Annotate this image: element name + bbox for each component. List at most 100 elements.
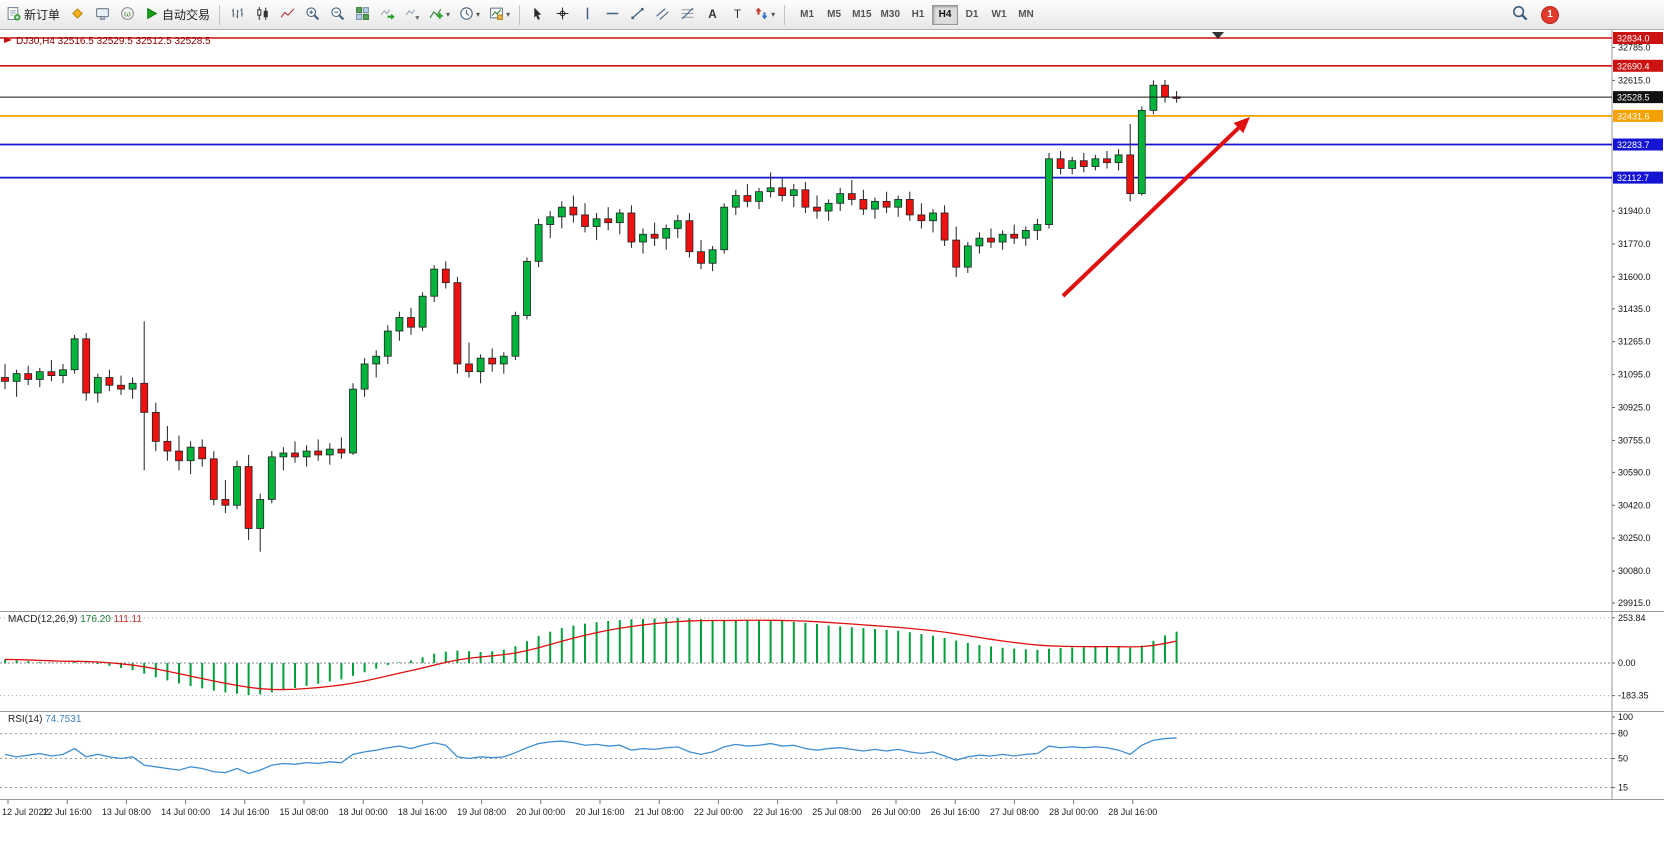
metaeditor-icon: ω — [120, 6, 135, 24]
chevron-down-icon: ▾ — [506, 10, 511, 19]
chart-shift-button[interactable] — [400, 3, 424, 27]
price-axis[interactable]: 32785.0 32615.0 31940.0 31770.0 31600.0 31435… — [1612, 32, 1663, 793]
search-icon — [1512, 5, 1528, 24]
candle-up — [93, 377, 102, 394]
candle-up — [929, 212, 937, 222]
trend-arrow[interactable] — [1061, 117, 1250, 298]
chevron-down-icon: ▾ — [771, 10, 776, 19]
auto-scroll-button[interactable] — [375, 3, 399, 27]
time-label: 26 Jul 00:00 — [871, 807, 920, 817]
crosshair-button[interactable] — [550, 3, 574, 27]
timeframe-button-w1[interactable]: W1 — [986, 5, 1012, 25]
timeframe-button-m15[interactable]: M15 — [848, 5, 875, 25]
indicators-button[interactable]: ▾ — [425, 3, 454, 27]
cursor-icon — [530, 6, 545, 24]
time-label: 20 Jul 00:00 — [516, 807, 565, 817]
timeframe-button-m5[interactable]: M5 — [821, 5, 847, 25]
timeframe-button-h4[interactable]: H4 — [932, 4, 958, 25]
candle-up — [534, 224, 543, 262]
rsi-panel: RSI(14) 74.7531 — [0, 714, 1612, 789]
candle-up — [12, 373, 21, 382]
vertical-line-icon — [580, 6, 595, 24]
periods-button[interactable]: ▾ — [455, 3, 484, 27]
text-button[interactable]: A — [700, 3, 724, 27]
notification-badge[interactable]: 1 — [1542, 6, 1558, 23]
timeframe-button-m30[interactable]: M30 — [877, 5, 904, 25]
label-button[interactable]: T — [725, 3, 749, 27]
chart-title: DJ30,H4 32516.5 32529.5 32512.5 32528.5 — [16, 36, 211, 47]
rsi-label: RSI(14) 74.7531 — [8, 714, 82, 725]
candle-down — [1056, 158, 1065, 169]
terminal-button[interactable] — [90, 3, 114, 27]
metaeditor-button[interactable]: ω — [115, 3, 139, 27]
time-label: 26 Jul 16:00 — [931, 807, 980, 817]
auto-trading-button[interactable]: 自动交易 — [140, 3, 214, 27]
price-tick-label: 30080.0 — [1618, 566, 1651, 576]
rsi-scale-label: 15 — [1618, 783, 1628, 793]
candle-up — [523, 260, 531, 316]
candle-up — [1021, 229, 1030, 239]
channel-button[interactable] — [650, 3, 674, 27]
bar-chart-button[interactable] — [225, 3, 249, 27]
trendline-button[interactable] — [625, 3, 649, 27]
cursor-button[interactable] — [525, 3, 549, 27]
candle-down — [905, 199, 914, 216]
price-badge-label: 32834.0 — [1617, 34, 1650, 44]
templates-icon — [489, 6, 504, 24]
price-tick-label: 31435.0 — [1618, 304, 1651, 314]
time-label: 21 Jul 08:00 — [635, 807, 684, 817]
market-icon — [70, 6, 85, 24]
chart-canvas[interactable]: 32785.0 32615.0 31940.0 31770.0 31600.0 31435… — [0, 30, 1664, 844]
candle-down — [47, 371, 56, 376]
arrows-button[interactable]: ▾ — [750, 3, 779, 27]
price-badge: 32431.6 — [1613, 109, 1663, 122]
time-label: 18 Jul 16:00 — [398, 807, 447, 817]
candle-up — [372, 355, 381, 365]
vertical-line-button[interactable] — [575, 3, 599, 27]
timeframe-button-mn[interactable]: MN — [1013, 5, 1039, 25]
timeframe-button-h1[interactable]: H1 — [905, 5, 931, 25]
price-badge: 32690.4 — [1613, 59, 1663, 72]
time-label: 19 Jul 08:00 — [457, 807, 506, 817]
time-label: 27 Jul 08:00 — [990, 807, 1039, 817]
fibonacci-button[interactable] — [675, 3, 699, 27]
candle-up — [302, 450, 311, 458]
price-tick-label: 30925.0 — [1618, 403, 1651, 413]
timeframe-button-m1[interactable]: M1 — [794, 5, 820, 25]
candle-up — [35, 371, 44, 380]
horizontal-line-button[interactable] — [600, 3, 624, 27]
timeframe-button-d1[interactable]: D1 — [959, 5, 985, 25]
arrows-icon — [754, 6, 769, 24]
svg-text:ω: ω — [124, 8, 131, 18]
price-badge: 32283.7 — [1613, 138, 1663, 151]
time-label: 28 Jul 16:00 — [1108, 807, 1157, 817]
candle-up — [128, 382, 137, 390]
candlestick-chart-button[interactable] — [250, 3, 274, 27]
price-tick-label: 31600.0 — [1618, 272, 1651, 282]
zoom-in-icon — [305, 6, 320, 24]
svg-text:T: T — [733, 7, 740, 20]
chart-shift-marker[interactable] — [1212, 32, 1224, 39]
toolbar-right-group: 1 — [1508, 3, 1558, 27]
candle-down — [581, 214, 589, 227]
rsi-scale-label: 50 — [1618, 754, 1628, 764]
zoom-out-button[interactable] — [325, 3, 349, 27]
candle-down — [859, 199, 868, 210]
line-chart-button[interactable] — [275, 3, 299, 27]
price-tick-label: 31940.0 — [1618, 206, 1651, 216]
templates-button[interactable]: ▾ — [485, 3, 514, 27]
time-label: 14 Jul 00:00 — [161, 807, 210, 817]
mql-market-button[interactable] — [65, 3, 89, 27]
zoom-in-button[interactable] — [300, 3, 324, 27]
candle-down — [82, 338, 91, 394]
price-tick-label: 30590.0 — [1618, 467, 1651, 477]
new-order-button[interactable]: 新订单 — [2, 3, 64, 27]
price-tick-label: 32615.0 — [1618, 75, 1651, 85]
tile-windows-button[interactable] — [350, 3, 374, 27]
macd-label: MACD(12,26,9) 176.20 111.11 — [8, 614, 142, 625]
chevron-down-icon: ▾ — [476, 10, 481, 19]
search-button[interactable] — [1508, 3, 1532, 27]
object-anchor-icon — [4, 37, 12, 43]
